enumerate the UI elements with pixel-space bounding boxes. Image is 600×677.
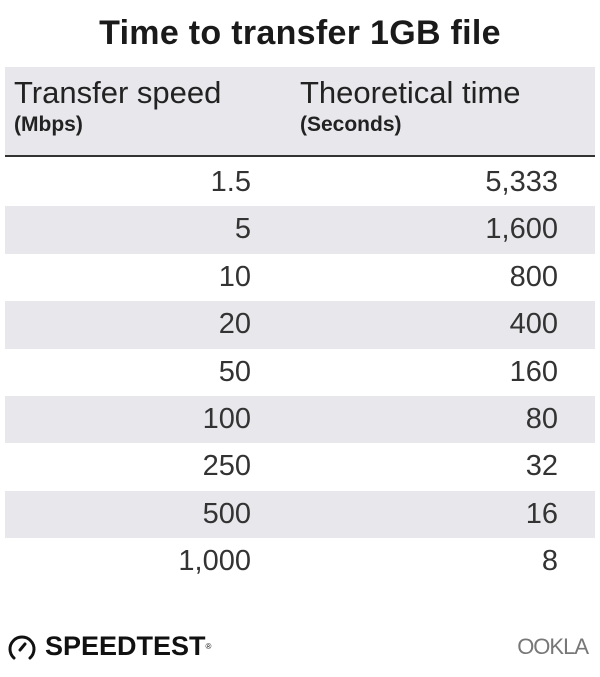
header-unit: (Mbps) [14, 113, 83, 136]
table-row: 10 800 [5, 254, 595, 301]
cell-theoretical-time: 8 [541, 545, 558, 578]
cell-theoretical-time: 5,333 [485, 166, 558, 198]
cell-transfer-speed: 20 [218, 308, 251, 341]
table-row: 50 160 [5, 349, 595, 396]
cell-theoretical-time: 32 [525, 450, 558, 483]
table-row: 1.5 5,333 [5, 159, 595, 206]
speedtest-logo: SPEEDTEST ® [7, 631, 211, 662]
cell-theoretical-time: 1,600 [485, 213, 558, 246]
chart-title: Time to transfer 1GB file [99, 14, 501, 52]
cell-transfer-speed: 500 [202, 497, 251, 530]
cell-theoretical-time: 16 [525, 497, 558, 530]
speedometer-icon [8, 635, 36, 659]
cell-transfer-speed: 1.5 [210, 166, 251, 198]
table-row: 250 32 [5, 443, 595, 490]
cell-transfer-speed: 100 [202, 402, 251, 435]
brand-name: SPEEDTEST [45, 631, 206, 661]
header-label: Theoretical time [300, 75, 521, 110]
header-unit: (Seconds) [300, 113, 402, 136]
registered-mark: ® [205, 642, 212, 651]
table-body: 1.5 5,333 5 1,600 10 800 20 400 50 160 100 80 250 32 5… [5, 159, 595, 586]
cell-theoretical-time: 800 [509, 260, 558, 293]
cell-theoretical-time: 80 [525, 402, 558, 435]
header-label: Transfer speed [14, 75, 222, 110]
table-row: 20 400 [5, 301, 595, 349]
table-row: 100 80 [5, 395, 595, 444]
header-transfer-speed: Transfer speed (Mbps) [14, 75, 221, 137]
cell-transfer-speed: 250 [202, 450, 251, 483]
cell-theoretical-time: 400 [509, 308, 558, 341]
table-row: 1,000 8 [5, 538, 595, 585]
ookla-logo: OOKLA [517, 634, 589, 659]
cell-transfer-speed: 1,000 [178, 545, 251, 578]
cell-theoretical-time: 160 [509, 355, 558, 388]
table-row: 5 1,600 [5, 206, 595, 254]
table-row: 500 16 [5, 490, 595, 539]
header-theoretical-time: Theoretical time (Seconds) [300, 75, 521, 137]
table-header: Transfer speed (Mbps) Theoretical time (… [5, 67, 595, 157]
cell-transfer-speed: 50 [218, 355, 251, 388]
cell-transfer-speed: 5 [234, 213, 251, 246]
cell-transfer-speed: 10 [218, 260, 251, 293]
